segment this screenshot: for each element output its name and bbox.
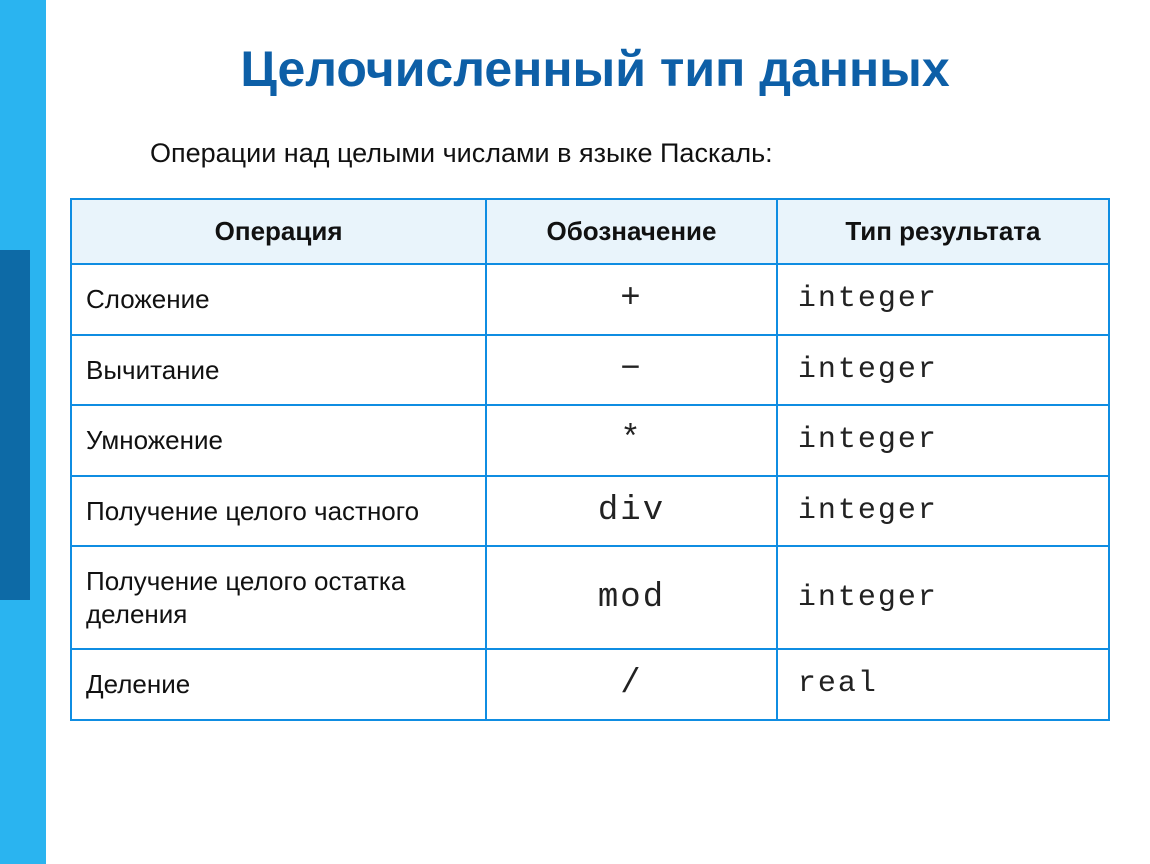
op-name: Получение целого остатка деления (71, 546, 486, 649)
op-result: integer (777, 476, 1109, 547)
op-name: Деление (71, 649, 486, 720)
op-symbol: mod (486, 546, 777, 649)
table-row: Вычитание − integer (71, 335, 1109, 406)
table-row: Деление / real (71, 649, 1109, 720)
op-name: Получение целого частного (71, 476, 486, 547)
op-result: integer (777, 264, 1109, 335)
table-header-row: Операция Обозначение Тип результата (71, 199, 1109, 264)
op-symbol: − (486, 335, 777, 406)
slide: Целочисленный тип данных Операции над це… (0, 0, 1150, 864)
op-result: integer (777, 546, 1109, 649)
col-header-symbol: Обозначение (486, 199, 777, 264)
op-result: real (777, 649, 1109, 720)
table-row: Умножение * integer (71, 405, 1109, 476)
op-symbol: div (486, 476, 777, 547)
op-symbol: / (486, 649, 777, 720)
table-row: Сложение + integer (71, 264, 1109, 335)
op-result: integer (777, 335, 1109, 406)
op-symbol: + (486, 264, 777, 335)
page-title: Целочисленный тип данных (60, 40, 1130, 98)
col-header-result: Тип результата (777, 199, 1109, 264)
left-stripe-inner (0, 250, 30, 600)
operations-table-wrap: Операция Обозначение Тип результата Слож… (70, 198, 1110, 721)
col-header-operation: Операция (71, 199, 486, 264)
table-row: Получение целого остатка деления mod int… (71, 546, 1109, 649)
op-name: Умножение (71, 405, 486, 476)
operations-table: Операция Обозначение Тип результата Слож… (70, 198, 1110, 721)
op-symbol: * (486, 405, 777, 476)
page-subtitle: Операции над целыми числами в языке Паск… (150, 138, 773, 169)
op-name: Сложение (71, 264, 486, 335)
table-row: Получение целого частного div integer (71, 476, 1109, 547)
op-name: Вычитание (71, 335, 486, 406)
op-result: integer (777, 405, 1109, 476)
